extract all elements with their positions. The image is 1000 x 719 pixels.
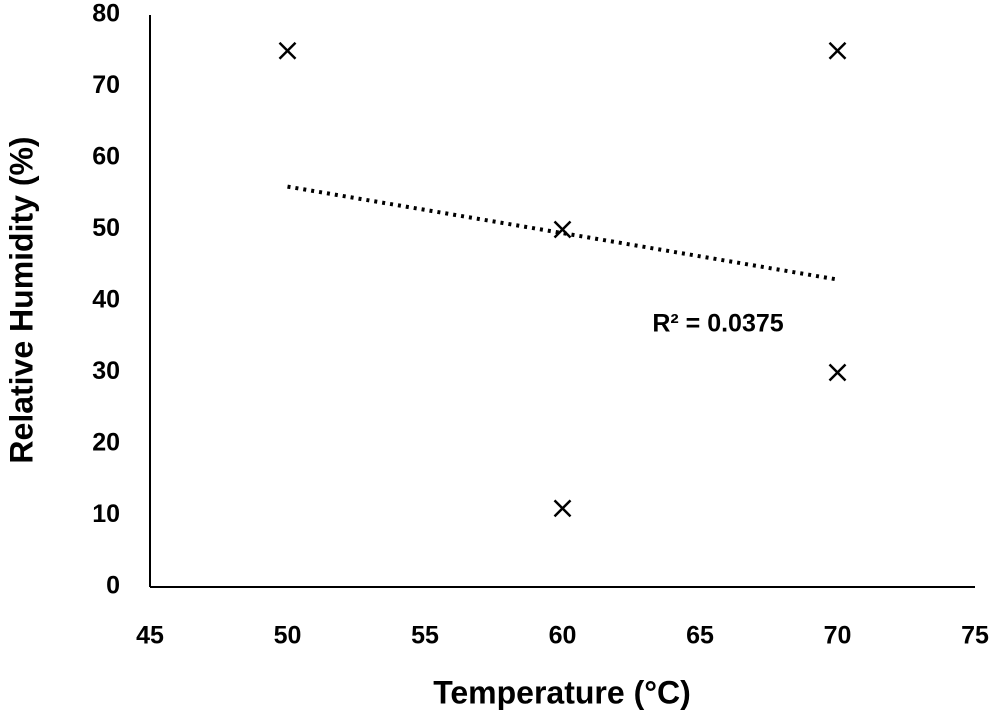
point bbox=[828, 363, 847, 382]
annotation: R² = 0.0375 bbox=[652, 310, 783, 338]
point bbox=[278, 41, 297, 60]
x-tick-label: 70 bbox=[824, 622, 852, 650]
point bbox=[553, 499, 572, 518]
y-tick-label: 50 bbox=[92, 214, 120, 242]
x-axis-title: Temperature (°C) bbox=[433, 674, 691, 710]
x-tick-label: 60 bbox=[549, 622, 577, 650]
marker-stroke bbox=[553, 499, 572, 518]
point bbox=[828, 41, 847, 60]
marker-stroke bbox=[278, 41, 297, 60]
x-tick-label: 45 bbox=[136, 622, 164, 650]
y-tick-label: 40 bbox=[92, 286, 120, 314]
y-tick-label: 80 bbox=[92, 0, 120, 28]
point bbox=[553, 220, 572, 239]
y-tick-label: 10 bbox=[92, 500, 120, 528]
marker-stroke bbox=[553, 220, 572, 239]
y-tick-label: 70 bbox=[92, 71, 120, 99]
x-tick-label: 75 bbox=[961, 622, 989, 650]
marker-stroke bbox=[828, 41, 847, 60]
y-tick-label: 20 bbox=[92, 429, 120, 457]
y-tick-label: 30 bbox=[92, 357, 120, 385]
y-axis-title: Relative Humidity (%) bbox=[3, 136, 39, 463]
y-tick-label: 60 bbox=[92, 143, 120, 171]
x-tick-label: 65 bbox=[686, 622, 714, 650]
x-tick-label: 50 bbox=[274, 622, 302, 650]
trendline bbox=[287, 184, 838, 282]
y-tick-label: 0 bbox=[106, 572, 120, 600]
x-tick-label: 55 bbox=[411, 622, 439, 650]
marker-stroke bbox=[828, 363, 847, 382]
